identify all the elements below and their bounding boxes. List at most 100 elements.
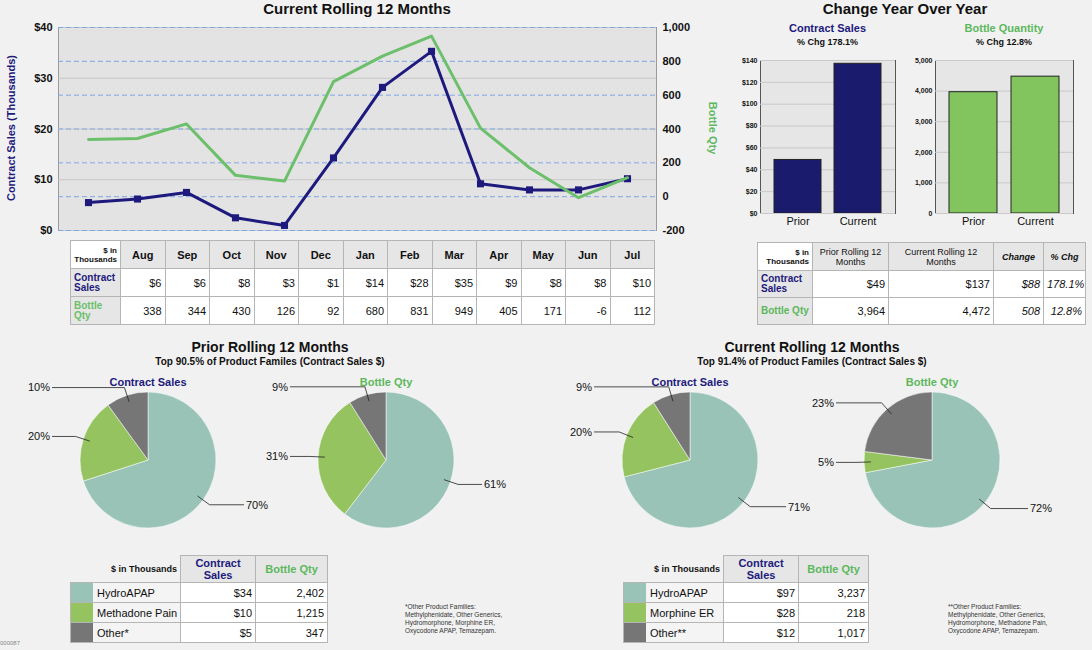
html-text:$35: $35 <box>454 276 473 289</box>
html-text:Bottle Qty: Bottle Qty <box>74 299 103 321</box>
html-text:$14: $14 <box>365 276 384 289</box>
svg-text:$0: $0 <box>40 224 52 236</box>
svg-text:$40: $40 <box>746 166 758 174</box>
html-text:HydroAPAP: HydroAPAP <box>97 586 155 599</box>
html-text:$6: $6 <box>193 276 206 289</box>
html-text:92: 92 <box>327 304 340 317</box>
html-text:Nov: Nov <box>265 248 287 261</box>
svg-text:$80: $80 <box>746 122 758 130</box>
html-text:$34: $34 <box>233 586 252 599</box>
html-text:112: 112 <box>633 304 651 317</box>
html-text:$10: $10 <box>233 606 252 619</box>
html-text:Contract Sales: Contract Sales <box>195 557 241 581</box>
svg-text:23%: 23% <box>812 397 834 409</box>
html-text:Change Year Over Year: Change Year Over Year <box>822 0 988 17</box>
html-text:$10: $10 <box>632 276 651 289</box>
svg-text:4,000: 4,000 <box>915 87 933 95</box>
svg-text:61%: 61% <box>484 478 506 490</box>
html-text:*Other Product Families: Methy: *Other Product Families: Methylphenidate… <box>405 603 503 634</box>
svg-text:2,000: 2,000 <box>915 149 933 157</box>
svg-text:$40: $40 <box>34 21 52 33</box>
svg-text:Prior: Prior <box>962 215 986 227</box>
svg-text:1,000: 1,000 <box>663 21 691 33</box>
html-text:Current Rolling 12 Months: Current Rolling 12 Months <box>263 0 451 17</box>
html-text:$28: $28 <box>410 276 429 289</box>
svg-text:$100: $100 <box>742 100 758 108</box>
html-text:Contract Sales: Contract Sales <box>738 557 784 581</box>
html-text:Oct: Oct <box>222 248 241 261</box>
html-text:$1: $1 <box>327 276 340 289</box>
html-text:2,402: 2,402 <box>296 586 324 599</box>
svg-text:$60: $60 <box>746 144 758 152</box>
html-text:Jan: Jan <box>355 248 375 261</box>
svg-text:Prior: Prior <box>786 215 810 227</box>
svg-text:0: 0 <box>663 190 669 202</box>
html-text:Contract Sales: Contract Sales <box>74 271 116 293</box>
svg-text:3,000: 3,000 <box>915 118 933 126</box>
svg-text:70%: 70% <box>246 499 268 511</box>
svg-text:$120: $120 <box>742 79 758 87</box>
svg-text:72%: 72% <box>1030 502 1052 514</box>
html-text:Other*: Other* <box>97 626 129 639</box>
svg-text:20%: 20% <box>28 430 50 442</box>
html-text:831: 831 <box>410 304 429 317</box>
svg-text:Current: Current <box>840 215 877 227</box>
html-text:Mar: Mar <box>444 248 464 261</box>
html-text:Prior Rolling 12 Months: Prior Rolling 12 Months <box>819 246 882 267</box>
html-text:Contract Sales: Contract Sales <box>761 273 803 294</box>
svg-text:0: 0 <box>929 210 933 217</box>
html-text:Current Rolling 12 Months: Current Rolling 12 Months <box>724 339 900 355</box>
html-text:Sep: Sep <box>177 248 198 261</box>
html-text:171: 171 <box>543 304 562 317</box>
html-text:$3: $3 <box>282 276 295 289</box>
html-text:Feb: Feb <box>400 248 420 261</box>
html-text:**Other Product Families: Meth: **Other Product Families: Methylphenidat… <box>948 603 1048 634</box>
svg-text:$20: $20 <box>746 188 758 196</box>
html-text:126: 126 <box>276 304 295 317</box>
svg-text:$10: $10 <box>34 173 52 185</box>
svg-text:5%: 5% <box>818 456 834 468</box>
svg-text:600: 600 <box>663 89 681 101</box>
svg-text:9%: 9% <box>576 381 592 393</box>
svg-text:800: 800 <box>663 55 681 67</box>
html-text:Dec: Dec <box>310 248 331 261</box>
svg-text:31%: 31% <box>266 450 288 462</box>
svg-text:5,000: 5,000 <box>915 57 933 65</box>
svg-text:71%: 71% <box>788 501 810 513</box>
html-text:$8: $8 <box>238 276 251 289</box>
svg-text:$140: $140 <box>742 57 758 65</box>
html-text:405: 405 <box>499 304 518 317</box>
html-text:430: 430 <box>232 304 251 317</box>
html-text:$6: $6 <box>149 276 162 289</box>
html-text:1,215: 1,215 <box>296 606 324 619</box>
svg-text:200: 200 <box>663 156 681 168</box>
svg-text:10%: 10% <box>28 381 50 393</box>
html-text:$8: $8 <box>549 276 562 289</box>
html-text:$9: $9 <box>505 276 518 289</box>
html-text:Jun: Jun <box>578 248 598 261</box>
html-text:680: 680 <box>365 304 384 317</box>
html-text:Jul: Jul <box>624 248 641 261</box>
html-text:Methadone Pain: Methadone Pain <box>97 606 178 619</box>
html-text:$ in Thousands: $ in Thousands <box>74 245 117 264</box>
svg-text:$30: $30 <box>34 72 52 84</box>
html-text:949: 949 <box>454 304 473 317</box>
svg-text:$0: $0 <box>750 210 758 218</box>
html-text:$5: $5 <box>239 626 252 639</box>
html-text:344: 344 <box>187 304 206 317</box>
svg-text:Current: Current <box>1017 215 1054 227</box>
svg-text:$20: $20 <box>34 123 52 135</box>
svg-text:400: 400 <box>663 123 681 135</box>
html-text:$8: $8 <box>594 276 607 289</box>
html-text:$ in Thousands: $ in Thousands <box>766 247 809 266</box>
svg-text:20%: 20% <box>570 426 592 438</box>
svg-text:-200: -200 <box>663 224 685 236</box>
svg-text:9%: 9% <box>272 381 288 393</box>
html-text:Apr: Apr <box>489 248 509 261</box>
svg-text:1,000: 1,000 <box>915 179 933 187</box>
html-text:338: 338 <box>143 304 162 317</box>
html-text:Prior Rolling 12 Months: Prior Rolling 12 Months <box>191 339 349 355</box>
html-text:Current Rolling 12 Months: Current Rolling 12 Months <box>904 246 978 267</box>
html-text:May: May <box>532 248 554 261</box>
html-text:Aug: Aug <box>132 248 154 261</box>
